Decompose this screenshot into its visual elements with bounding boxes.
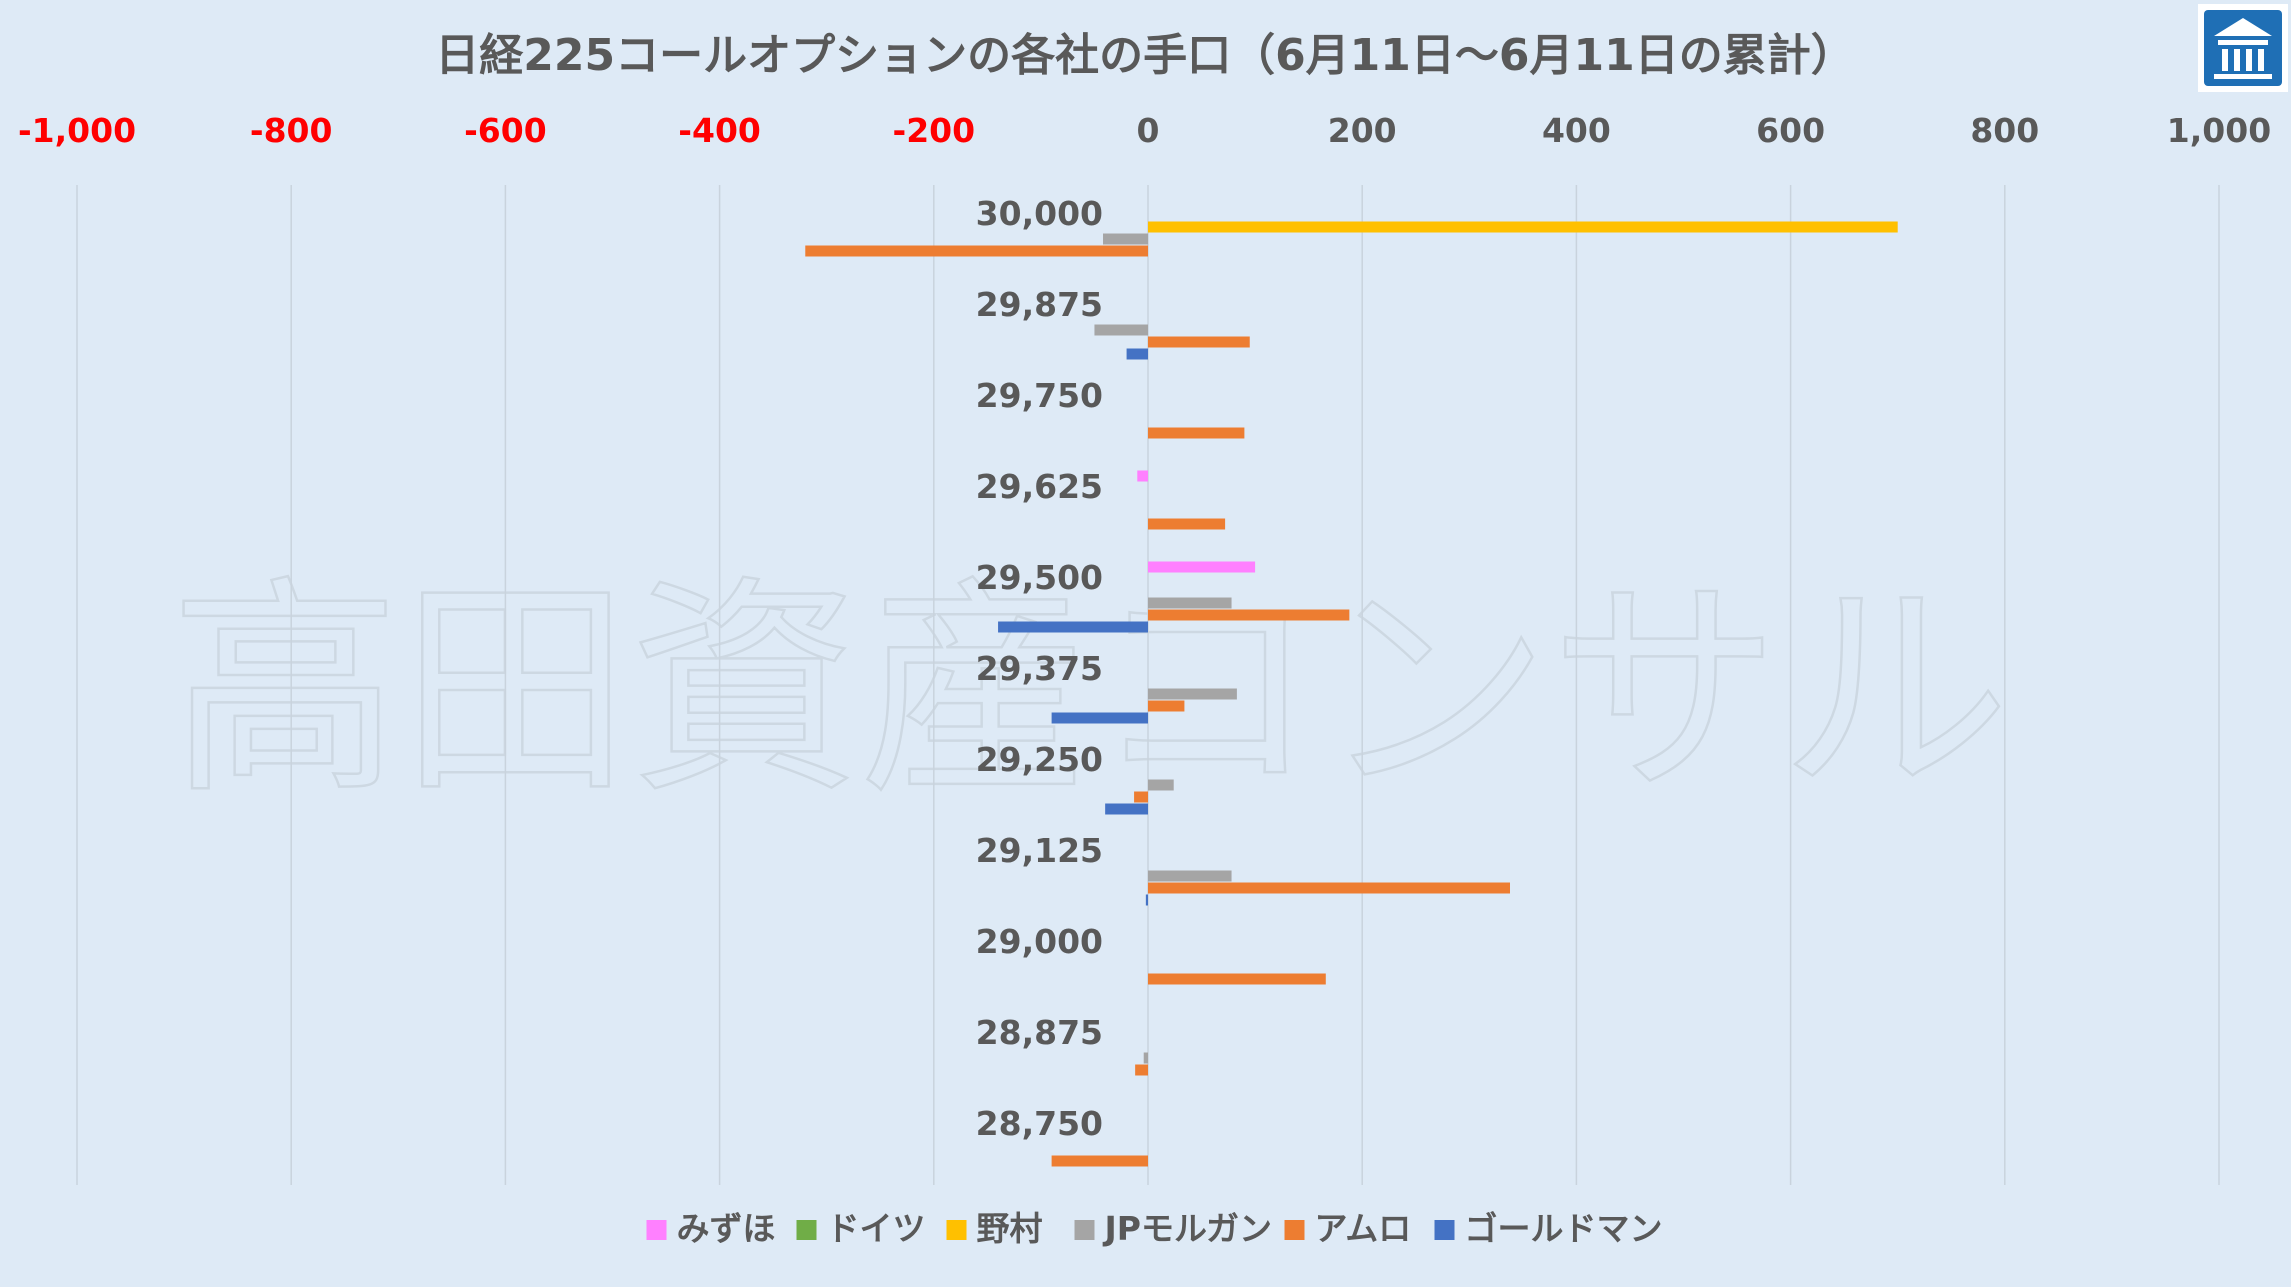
- bar: [805, 245, 1148, 257]
- x-tick-label: 600: [1756, 111, 1825, 150]
- chart-title: 日経225コールオプションの各社の手口（6月11日～6月11日の累計）: [435, 30, 1855, 81]
- legend-item: アムロ: [1284, 1209, 1412, 1248]
- bar: [1148, 688, 1237, 700]
- x-tick-label: -1,000: [18, 111, 136, 150]
- y-tick-label: 29,500: [976, 558, 1103, 597]
- legend-label: ドイツ: [827, 1209, 926, 1248]
- legend-swatch: [646, 1220, 667, 1240]
- bar: [1051, 1155, 1148, 1167]
- bar: [1094, 324, 1148, 336]
- legend-swatch: [1284, 1220, 1305, 1240]
- x-axis-ticks: -1,000 -800 -600 -400 -200 0 200 400 600 800 1,000: [18, 111, 2271, 150]
- legend-swatch: [1074, 1220, 1095, 1240]
- bar: [1148, 609, 1350, 621]
- bar: [1134, 791, 1148, 803]
- y-axis-ticks: 30,000 29,875 29,750 29,625 29,500 29,375 29,2…: [976, 194, 1103, 1143]
- bar: [1148, 779, 1174, 791]
- legend-label: ゴールドマン: [1465, 1209, 1663, 1248]
- bar: [1126, 348, 1148, 360]
- y-tick-label: 29,625: [976, 467, 1103, 506]
- bar: [1051, 712, 1148, 724]
- bar: [1148, 973, 1326, 985]
- bar: [1148, 882, 1510, 894]
- y-tick-label: 29,375: [976, 649, 1103, 688]
- bar: [1135, 1064, 1148, 1076]
- building-logo: [2198, 4, 2288, 92]
- y-tick-label: 30,000: [976, 194, 1103, 233]
- x-tick-label: -800: [250, 111, 333, 150]
- legend-swatch: [796, 1220, 817, 1240]
- y-tick-label: 28,750: [976, 1104, 1103, 1143]
- x-tick-label: 800: [1970, 111, 2039, 150]
- legend-label: 野村: [977, 1209, 1043, 1248]
- x-tick-label: -400: [678, 111, 761, 150]
- bar: [1105, 803, 1148, 815]
- legend-label: JPモルガン: [1103, 1209, 1272, 1248]
- legend-swatch: [946, 1220, 967, 1240]
- legend-label: アムロ: [1315, 1209, 1412, 1248]
- bar: [1148, 597, 1232, 609]
- legend-swatch: [1434, 1220, 1455, 1240]
- y-tick-label: 29,750: [976, 376, 1103, 415]
- bar: [1148, 870, 1232, 882]
- legend-item: みずほ: [646, 1209, 776, 1248]
- y-tick-label: 29,250: [976, 740, 1103, 779]
- bar: [1148, 700, 1185, 712]
- bar: [998, 621, 1148, 633]
- bar: [1148, 336, 1250, 348]
- legend: みずほ ドイツ 野村 JPモルガン アムロ ゴールドマン: [646, 1209, 1663, 1248]
- bar: [1145, 894, 1148, 906]
- watermark: 高田資産コンサル: [170, 558, 2010, 825]
- y-tick-label: 29,125: [976, 831, 1103, 870]
- bar: [1137, 470, 1148, 482]
- x-tick-label: 200: [1328, 111, 1397, 150]
- y-tick-label: 28,875: [976, 1013, 1103, 1052]
- legend-item: ゴールドマン: [1434, 1209, 1663, 1248]
- bar: [1143, 1052, 1148, 1064]
- bar: [1148, 221, 1898, 233]
- x-tick-label: -600: [464, 111, 547, 150]
- bar: [1148, 561, 1256, 573]
- y-tick-label: 29,000: [976, 922, 1103, 961]
- bar: [1148, 518, 1226, 530]
- legend-item: JPモルガン: [1074, 1209, 1272, 1248]
- x-tick-label: -200: [893, 111, 976, 150]
- x-tick-label: 0: [1137, 111, 1160, 150]
- legend-label: みずほ: [677, 1209, 776, 1248]
- bar: [1148, 427, 1245, 439]
- x-tick-label: 1,000: [2167, 111, 2271, 150]
- legend-item: ドイツ: [796, 1209, 926, 1248]
- bar: [1103, 233, 1148, 245]
- bars: [805, 221, 1898, 1167]
- legend-item: 野村: [946, 1209, 1043, 1248]
- y-tick-label: 29,875: [976, 285, 1103, 324]
- x-tick-label: 400: [1542, 111, 1611, 150]
